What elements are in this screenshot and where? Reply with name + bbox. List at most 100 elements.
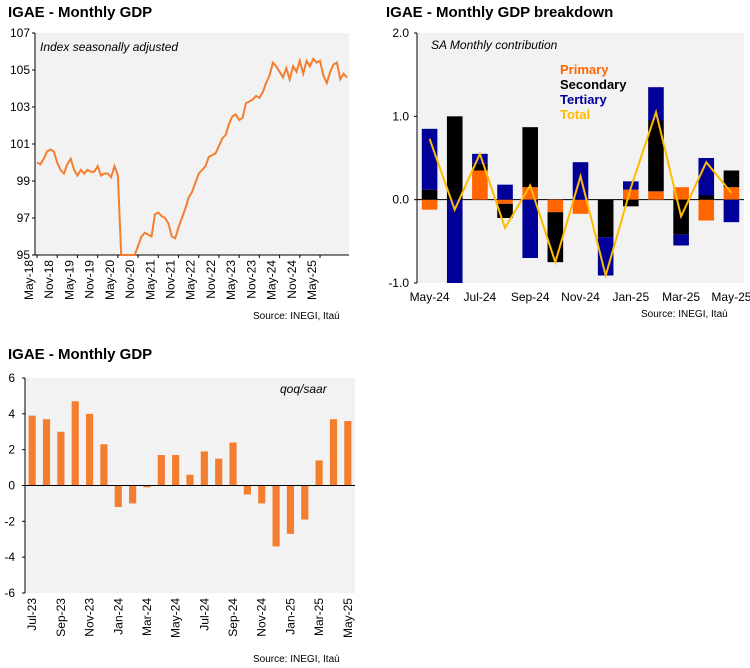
bar-primary [698,199,715,221]
y-tick-label: 4 [8,407,15,421]
y-tick-label: 101 [10,137,30,151]
bar-tertiary [648,87,664,121]
y-tick-label: 0 [8,479,15,493]
y-tick-label: 99 [17,174,31,188]
chart2-source: Source: INEGI, Itaú [641,309,728,320]
y-tick-label: 0.0 [392,193,409,207]
x-tick-label: May-19 [62,260,76,300]
bar-secondary [522,127,538,188]
x-tick-label: Jul-24 [197,598,211,631]
bar [71,401,79,486]
y-tick-label: -6 [4,586,15,600]
x-tick-label: Jul-23 [25,598,39,631]
bar [129,485,137,504]
bar-primary [623,189,639,200]
bar-tertiary [421,128,438,190]
chart3-title: IGAE - Monthly GDP [8,346,153,363]
total-line [428,108,733,280]
bar [114,485,122,507]
x-tick-label: May-22 [184,260,198,300]
x-tick-label: Jan-25 [283,598,297,635]
legend-tertiary: Tertiary [560,92,607,107]
bar-primary [497,199,513,204]
bar [315,460,323,486]
x-tick-label: May-25 [341,598,355,638]
chart2-svg: -1.0 0.0 1.0 2.0 May-24 Jul-24 Sep-24 Nov-24 Jan… [388,26,750,304]
chart3-svg: -6 -4 -2 0 2 4 6 Jul-23 Sep-23 Nov-23 Jan-24 Mar-24… [4,371,355,638]
chart1-source: Source: INEGI, Itaú [253,311,340,322]
chart2-title: IGAE - Monthly GDP breakdown [386,4,614,21]
bar-secondary [547,212,564,263]
y-tick-label: -1.0 [388,276,409,290]
x-tick-label: Mar-25 [662,290,700,304]
x-tick-label: Mar-25 [312,598,326,636]
bar [200,451,208,486]
chart1-title: IGAE - Monthly GDP [8,4,153,21]
bar-secondary [472,163,488,171]
y-tick-label: -4 [4,550,15,564]
y-tick-label: 107 [10,26,30,40]
bar [42,419,51,486]
x-tick-label: Sep-24 [226,598,240,637]
bar-primary [723,187,740,200]
y-tick-label: 105 [10,63,30,77]
x-tick-label: Nov-24 [285,260,299,299]
plot-area [417,33,744,283]
bar-tertiary [673,234,689,246]
x-tick-label: May-24 [410,290,450,304]
y-tick-label: 103 [10,100,30,114]
x-tick-label: Nov-24 [255,598,269,637]
bar [143,485,151,488]
x-tick-label: Jan-25 [612,290,649,304]
bar-secondary [623,199,639,207]
index-line [36,57,348,256]
y-tick-label: 95 [17,248,31,262]
x-tick-label: Nov-23 [244,260,258,299]
bar-secondary [597,199,614,238]
bar-primary [547,199,564,213]
y-tick-label: 2 [8,443,15,457]
bar-secondary [723,170,740,188]
bar-tertiary [497,184,513,200]
bar-primary [648,191,664,200]
x-tick-label: May-18 [22,260,36,300]
bar-primary [572,199,589,214]
bar-secondary [648,120,664,192]
bar [57,431,65,486]
y-tick-label: 1.0 [392,109,409,123]
bar [186,474,194,486]
x-tick-label: Nov-18 [42,260,56,299]
x-tick-label: Nov-20 [123,260,137,299]
x-tick-label: Jan-24 [111,598,125,635]
x-tick-label: Mar-24 [140,598,154,636]
bar [85,413,94,486]
bar [243,485,251,495]
x-tick-label: May-23 [224,260,238,300]
bar-primary [421,199,438,210]
bar-secondary [446,116,463,200]
x-tick-label: May-25 [711,290,750,304]
x-tick-label: Nov-22 [204,260,218,299]
y-tick-label: -2 [4,514,15,528]
bar-tertiary [597,237,614,276]
legend-primary: Primary [560,62,609,77]
chart3-annotation: qoq/saar [280,382,328,396]
chart1-svg: 95 97 99 101 103 105 107 May-18 Nov-18 May-19 Nov-… [10,26,349,300]
bar-secondary [698,195,715,200]
x-tick-label: Sep-23 [54,598,68,637]
chart3-source: Source: INEGI, Itaú [253,654,340,665]
x-tick-label: Nov-19 [83,260,97,299]
bar-tertiary [522,199,538,258]
bar [100,444,108,486]
x-tick-label: May-21 [143,260,157,300]
y-tick-label: 2.0 [392,26,409,40]
y-tick-label: 97 [17,211,31,225]
bar-secondary [421,189,438,200]
legend-total: Total [560,107,590,122]
bar [215,458,223,486]
bar [172,455,180,486]
x-tick-label: May-24 [265,260,279,300]
x-tick-label: Sep-24 [511,290,550,304]
bar [286,485,295,534]
chart2-annotation: SA Monthly contribution [431,38,558,52]
